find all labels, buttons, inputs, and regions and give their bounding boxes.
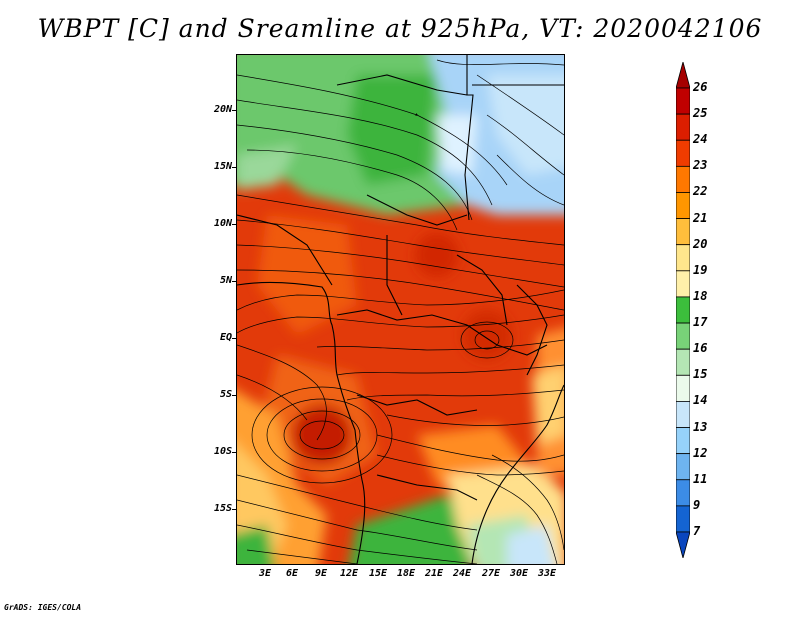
- colorbar-level-label: 15: [693, 367, 708, 382]
- lat-tick: [232, 395, 236, 396]
- lon-label: 27E: [481, 568, 501, 579]
- colorbar: [675, 60, 691, 562]
- colorbar-swatch: [675, 348, 691, 376]
- streamlines: [237, 59, 564, 564]
- colorbar-level-label: 13: [693, 419, 708, 434]
- lat-label: 20N: [213, 104, 232, 115]
- colorbar-level-label: 12: [693, 445, 708, 460]
- plot-title: WBPT [C] and Sreamline at 925hPa, VT: 20…: [37, 14, 763, 43]
- lon-label: 21E: [424, 568, 444, 579]
- colorbar-level-label: 20: [693, 236, 708, 251]
- colorbar-level-label: 16: [693, 341, 708, 356]
- colorbar-swatch: [675, 401, 691, 428]
- colorbar-level-label: 9: [693, 497, 701, 512]
- colorbar-swatch: [675, 505, 691, 533]
- colorbar-swatch: [675, 374, 691, 402]
- lon-label: 30E: [509, 568, 529, 579]
- colorbar-level-label: 24: [693, 132, 708, 147]
- colorbar-level-label: 26: [693, 80, 708, 94]
- colorbar-level-label: 23: [693, 158, 708, 173]
- colorbar-bottom-arrow: [675, 531, 691, 560]
- colorbar-top-arrow: [675, 60, 691, 89]
- lat-label: 5S: [219, 389, 232, 400]
- lon-label: 12E: [339, 568, 359, 579]
- colorbar-swatch: [675, 139, 691, 167]
- lat-tick: [232, 224, 236, 225]
- colorbar-level-label: 18: [693, 288, 708, 303]
- lon-label: 15E: [368, 568, 388, 579]
- colorbar-swatch: [675, 87, 691, 115]
- colorbar-swatch: [675, 218, 691, 246]
- colorbar-level-label: 25: [693, 106, 708, 121]
- lat-tick: [232, 452, 236, 453]
- lon-label: 9E: [314, 568, 328, 579]
- colorbar-swatches: [675, 60, 691, 560]
- colorbar-level-label: 19: [693, 262, 708, 277]
- colorbar-level-label: 14: [693, 393, 708, 408]
- lon-label: 24E: [452, 568, 472, 579]
- colorbar-level-label: 11: [693, 471, 708, 486]
- colorbar-level-label: 21: [693, 210, 708, 225]
- lat-tick: [232, 167, 236, 168]
- lat-label: 10N: [213, 218, 232, 229]
- lon-label: 3E: [258, 568, 272, 579]
- colorbar-level-label: 22: [693, 184, 708, 199]
- colorbar-swatch: [675, 113, 691, 141]
- colorbar-swatch: [675, 322, 691, 350]
- colorbar-swatch: [675, 165, 691, 193]
- colorbar-swatch: [675, 270, 691, 298]
- footer-credit: GrADS: IGES/COLA: [4, 603, 82, 612]
- lat-label: 5N: [219, 275, 232, 286]
- lon-label: 33E: [537, 568, 557, 579]
- lon-label: 6E: [285, 568, 299, 579]
- wbpt-field: [237, 55, 564, 564]
- lat-label: EQ: [219, 332, 232, 343]
- coastlines: [237, 55, 564, 564]
- lat-tick: [232, 338, 236, 339]
- lon-label: 18E: [396, 568, 416, 579]
- colorbar-swatch: [675, 244, 691, 272]
- lat-tick: [232, 110, 236, 111]
- colorbar-swatch: [675, 453, 691, 481]
- map-panel: [236, 54, 565, 565]
- lat-tick: [232, 281, 236, 282]
- colorbar-level-label: 17: [693, 315, 708, 330]
- colorbar-swatch: [675, 192, 691, 219]
- lat-label: 15N: [213, 161, 232, 172]
- colorbar-swatch: [675, 479, 691, 507]
- colorbar-swatch: [675, 296, 691, 324]
- lat-label: 15S: [213, 503, 232, 514]
- colorbar-level-label: 7: [693, 524, 701, 538]
- lat-tick: [232, 509, 236, 510]
- colorbar-swatch: [675, 427, 691, 455]
- lat-label: 10S: [213, 446, 232, 457]
